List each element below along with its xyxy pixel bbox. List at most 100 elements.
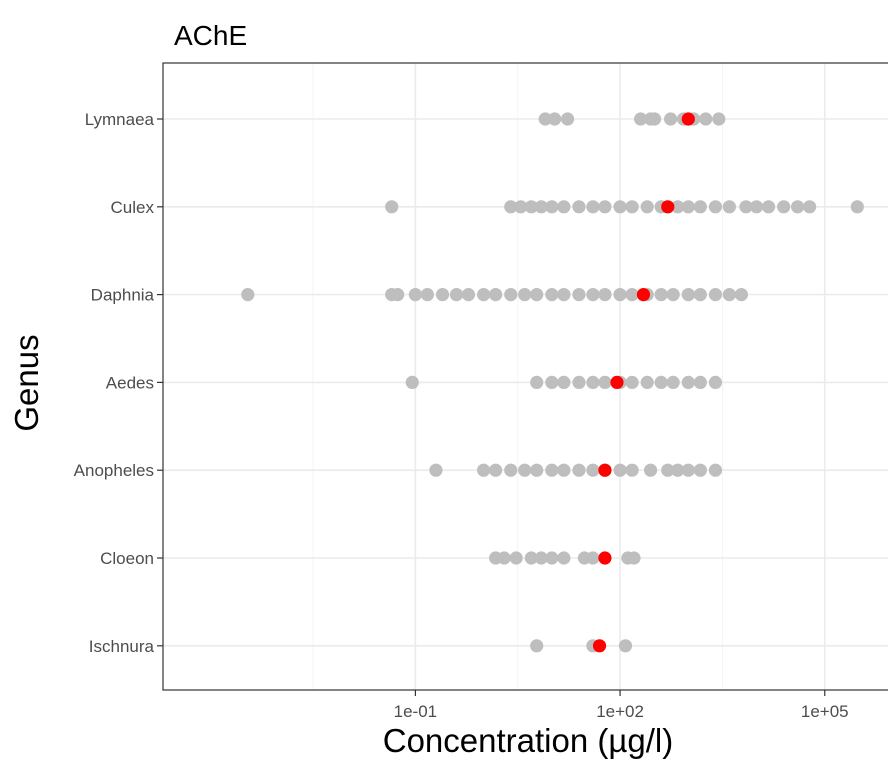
data-point bbox=[518, 463, 532, 477]
data-point bbox=[625, 288, 639, 302]
data-point bbox=[663, 112, 678, 126]
data-point bbox=[791, 200, 805, 214]
data-point bbox=[693, 375, 707, 389]
data-point bbox=[586, 375, 600, 389]
data-point bbox=[530, 375, 544, 389]
data-point bbox=[666, 375, 680, 389]
data-point bbox=[461, 288, 476, 302]
data-point bbox=[613, 200, 627, 214]
y-tick-label: Cloeon bbox=[100, 549, 154, 568]
highlight-point bbox=[598, 551, 612, 565]
highlight-point bbox=[661, 200, 675, 214]
data-point bbox=[586, 288, 600, 302]
data-point bbox=[613, 463, 627, 477]
data-point bbox=[572, 200, 586, 214]
data-point bbox=[850, 200, 864, 214]
data-point bbox=[749, 200, 764, 214]
data-point bbox=[708, 375, 723, 389]
y-axis: Lymnaea Culex Daphnia Aedes Anopheles Cloeon I… bbox=[74, 110, 163, 656]
data-point bbox=[613, 288, 627, 302]
highlight-point bbox=[681, 112, 695, 126]
x-axis-title: Concentration (µg/l) bbox=[383, 722, 673, 759]
data-point bbox=[572, 463, 586, 477]
data-points bbox=[241, 112, 864, 653]
data-point bbox=[560, 112, 575, 126]
data-point bbox=[586, 200, 600, 214]
data-point bbox=[420, 288, 434, 302]
data-point bbox=[518, 288, 532, 302]
data-point bbox=[693, 200, 707, 214]
data-point bbox=[654, 288, 668, 302]
data-point bbox=[627, 551, 641, 565]
y-tick-label: Daphnia bbox=[91, 286, 155, 305]
gridlines bbox=[163, 63, 888, 690]
y-tick-label: Ischnura bbox=[89, 637, 155, 656]
data-point bbox=[557, 375, 571, 389]
data-point bbox=[524, 551, 538, 565]
data-point bbox=[708, 463, 723, 477]
x-axis: 1e-01 1e+02 1e+05 bbox=[394, 690, 849, 721]
data-point bbox=[241, 288, 255, 302]
data-point bbox=[777, 200, 791, 214]
data-point bbox=[647, 112, 662, 126]
data-point bbox=[572, 375, 586, 389]
y-tick-label: Culex bbox=[111, 198, 155, 217]
x-tick-label: 1e+02 bbox=[596, 702, 644, 721]
data-point bbox=[586, 463, 600, 477]
data-point bbox=[666, 288, 680, 302]
data-point bbox=[598, 288, 612, 302]
data-point bbox=[435, 288, 450, 302]
x-tick-label: 1e-01 bbox=[394, 702, 437, 721]
y-tick-label: Lymnaea bbox=[85, 110, 155, 129]
data-point bbox=[625, 463, 639, 477]
data-point bbox=[408, 288, 422, 302]
data-point bbox=[524, 200, 538, 214]
data-point bbox=[708, 200, 723, 214]
data-point bbox=[761, 200, 776, 214]
data-point bbox=[545, 463, 559, 477]
highlight-point bbox=[636, 288, 651, 302]
data-point bbox=[504, 200, 518, 214]
data-point bbox=[509, 551, 523, 565]
data-point bbox=[514, 200, 528, 214]
data-point bbox=[693, 288, 707, 302]
data-point bbox=[497, 551, 511, 565]
data-point bbox=[722, 200, 736, 214]
x-tick-label: 1e+05 bbox=[801, 702, 849, 721]
data-point bbox=[557, 463, 571, 477]
data-point bbox=[803, 200, 817, 214]
data-point bbox=[477, 463, 491, 477]
data-point bbox=[504, 288, 518, 302]
data-point bbox=[530, 463, 544, 477]
data-point bbox=[548, 112, 562, 126]
data-point bbox=[489, 463, 503, 477]
highlight-point bbox=[592, 639, 607, 653]
data-point bbox=[625, 375, 639, 389]
data-point bbox=[671, 200, 685, 214]
data-point bbox=[477, 288, 491, 302]
data-point bbox=[722, 288, 736, 302]
data-point bbox=[557, 551, 571, 565]
data-point bbox=[618, 639, 633, 653]
data-point bbox=[557, 200, 571, 214]
data-point bbox=[699, 112, 713, 126]
data-point bbox=[530, 639, 544, 653]
data-point bbox=[504, 463, 518, 477]
data-point bbox=[534, 200, 548, 214]
data-point bbox=[708, 288, 723, 302]
data-point bbox=[671, 463, 685, 477]
data-point bbox=[530, 288, 544, 302]
data-point bbox=[654, 375, 668, 389]
data-point bbox=[545, 288, 559, 302]
data-point bbox=[598, 375, 612, 389]
chart-title: AChE bbox=[174, 20, 247, 51]
data-point bbox=[538, 112, 552, 126]
plot-panel bbox=[162, 62, 888, 691]
data-point bbox=[586, 551, 600, 565]
y-tick-label: Anopheles bbox=[74, 461, 154, 480]
data-point bbox=[449, 288, 464, 302]
data-point bbox=[640, 375, 654, 389]
data-point bbox=[391, 288, 405, 302]
y-axis-title: Genus bbox=[8, 334, 45, 431]
